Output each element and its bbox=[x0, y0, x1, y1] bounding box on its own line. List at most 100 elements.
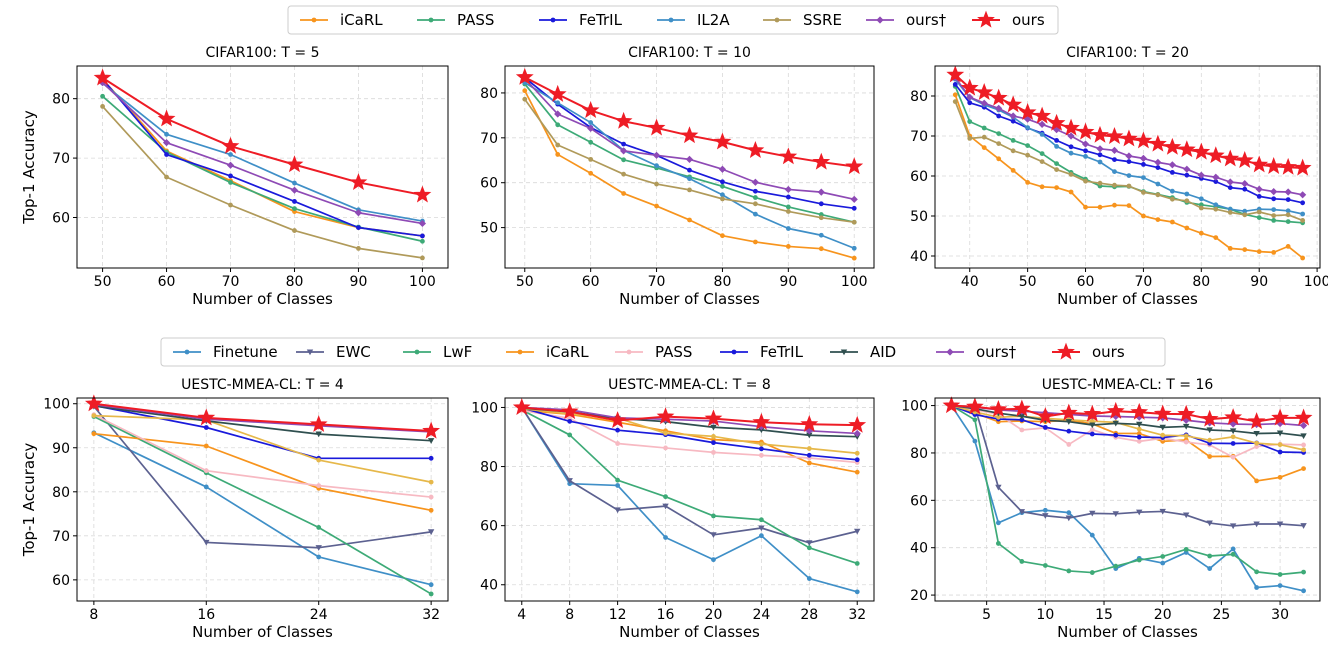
data-point bbox=[1112, 202, 1117, 208]
data-point bbox=[1010, 138, 1016, 143]
legend-item-icarl: iCaRL bbox=[300, 11, 383, 29]
x-tick-label: 24 bbox=[752, 607, 770, 623]
data-point bbox=[614, 111, 633, 129]
chart-panels: 50 60 70 80 90 100 60 70 80 CIFAR100: T = 5 Number… bbox=[20, 45, 1328, 641]
data-point bbox=[1096, 145, 1104, 153]
data-point bbox=[228, 152, 233, 157]
x-tick-label: 50 bbox=[1019, 274, 1037, 290]
data-point bbox=[1089, 422, 1096, 429]
data-point bbox=[1036, 407, 1055, 425]
x-tick-label: 25 bbox=[1212, 607, 1230, 623]
legend-label: iCaRL bbox=[340, 11, 383, 29]
data-point bbox=[1112, 169, 1117, 175]
chart-panel-5: 4 8 12 16 20 24 28 32 40 60 80 100 UESTC-MMEA-CL: T … bbox=[471, 377, 875, 641]
data-point bbox=[588, 139, 594, 145]
data-point bbox=[1242, 247, 1248, 253]
data-point bbox=[1229, 523, 1237, 530]
data-point bbox=[1198, 230, 1204, 236]
legend-frame bbox=[160, 337, 1166, 367]
data-point bbox=[228, 173, 233, 179]
data-point bbox=[1039, 151, 1045, 157]
data-point bbox=[1025, 125, 1031, 130]
data-point bbox=[1018, 103, 1037, 120]
data-point bbox=[848, 415, 867, 433]
data-point bbox=[752, 239, 758, 245]
legend-label: SSRE bbox=[803, 11, 842, 29]
data-point bbox=[1136, 434, 1142, 440]
plot-frame bbox=[934, 65, 1321, 269]
data-point bbox=[1097, 159, 1103, 165]
data-point bbox=[972, 417, 978, 423]
series-finetune bbox=[949, 403, 1306, 594]
data-point bbox=[1213, 202, 1219, 208]
series-ours bbox=[84, 394, 441, 439]
data-point bbox=[164, 131, 169, 137]
data-point bbox=[428, 591, 434, 597]
series-line bbox=[93, 432, 432, 512]
data-point bbox=[1054, 167, 1059, 173]
legend-marker bbox=[517, 349, 523, 355]
data-point bbox=[1253, 521, 1260, 528]
data-point bbox=[228, 180, 233, 185]
series-il2a bbox=[522, 80, 857, 251]
data-point bbox=[1112, 511, 1119, 518]
data-point bbox=[1054, 161, 1059, 167]
data-point bbox=[806, 540, 813, 546]
data-point bbox=[316, 554, 322, 560]
data-point bbox=[1113, 563, 1119, 569]
legend-label: EWC bbox=[336, 343, 371, 361]
data-point bbox=[967, 136, 973, 141]
series-ours-dagger bbox=[98, 79, 427, 228]
x-tick-label: 15 bbox=[1095, 607, 1113, 623]
data-point bbox=[758, 446, 764, 452]
data-point bbox=[1136, 431, 1142, 436]
series-line bbox=[951, 404, 1304, 427]
data-point bbox=[1213, 206, 1219, 212]
data-point bbox=[560, 402, 579, 420]
x-axis-label: Number of Classes bbox=[192, 623, 333, 641]
data-point bbox=[851, 219, 857, 225]
data-point bbox=[1012, 399, 1031, 417]
data-point bbox=[290, 186, 299, 194]
data-point bbox=[315, 545, 322, 551]
data-point bbox=[1169, 188, 1175, 194]
x-tick-label: 50 bbox=[516, 274, 534, 290]
data-point bbox=[621, 157, 627, 163]
data-point bbox=[1042, 507, 1048, 513]
data-point bbox=[1120, 129, 1138, 147]
data-point bbox=[779, 147, 798, 165]
data-point bbox=[1183, 439, 1189, 445]
series-line bbox=[950, 404, 1304, 576]
legend-label: PASS bbox=[457, 11, 494, 29]
legend-item-pass: PASS bbox=[615, 343, 692, 361]
data-point bbox=[1213, 235, 1219, 241]
data-point bbox=[164, 152, 169, 157]
data-point bbox=[1065, 515, 1073, 522]
series-ssre bbox=[952, 99, 1306, 223]
series-icarl bbox=[91, 431, 434, 513]
series-ours bbox=[515, 67, 864, 175]
data-point bbox=[1155, 181, 1161, 187]
data-point bbox=[952, 92, 958, 98]
data-point bbox=[1155, 217, 1161, 223]
data-point bbox=[853, 429, 861, 438]
data-point bbox=[996, 131, 1002, 137]
data-point bbox=[1247, 412, 1266, 430]
data-point bbox=[854, 528, 861, 535]
data-point bbox=[1183, 165, 1191, 173]
y-tick-label: 80 bbox=[480, 86, 498, 102]
legend-item-ours-dagger: ours† bbox=[866, 11, 947, 29]
data-point bbox=[1183, 546, 1189, 552]
y-tick-label: 40 bbox=[910, 541, 928, 557]
data-point bbox=[1224, 408, 1243, 425]
legend-marker bbox=[428, 17, 434, 23]
data-point bbox=[1271, 218, 1277, 223]
data-point bbox=[1039, 184, 1045, 190]
data-point bbox=[996, 156, 1002, 162]
data-point bbox=[1105, 127, 1124, 144]
legend-item-ssre: SSRE bbox=[763, 11, 842, 29]
x-tick-label: 30 bbox=[1271, 607, 1289, 623]
data-point bbox=[720, 196, 725, 202]
x-tick-label: 8 bbox=[565, 607, 574, 623]
data-point bbox=[1299, 421, 1308, 430]
